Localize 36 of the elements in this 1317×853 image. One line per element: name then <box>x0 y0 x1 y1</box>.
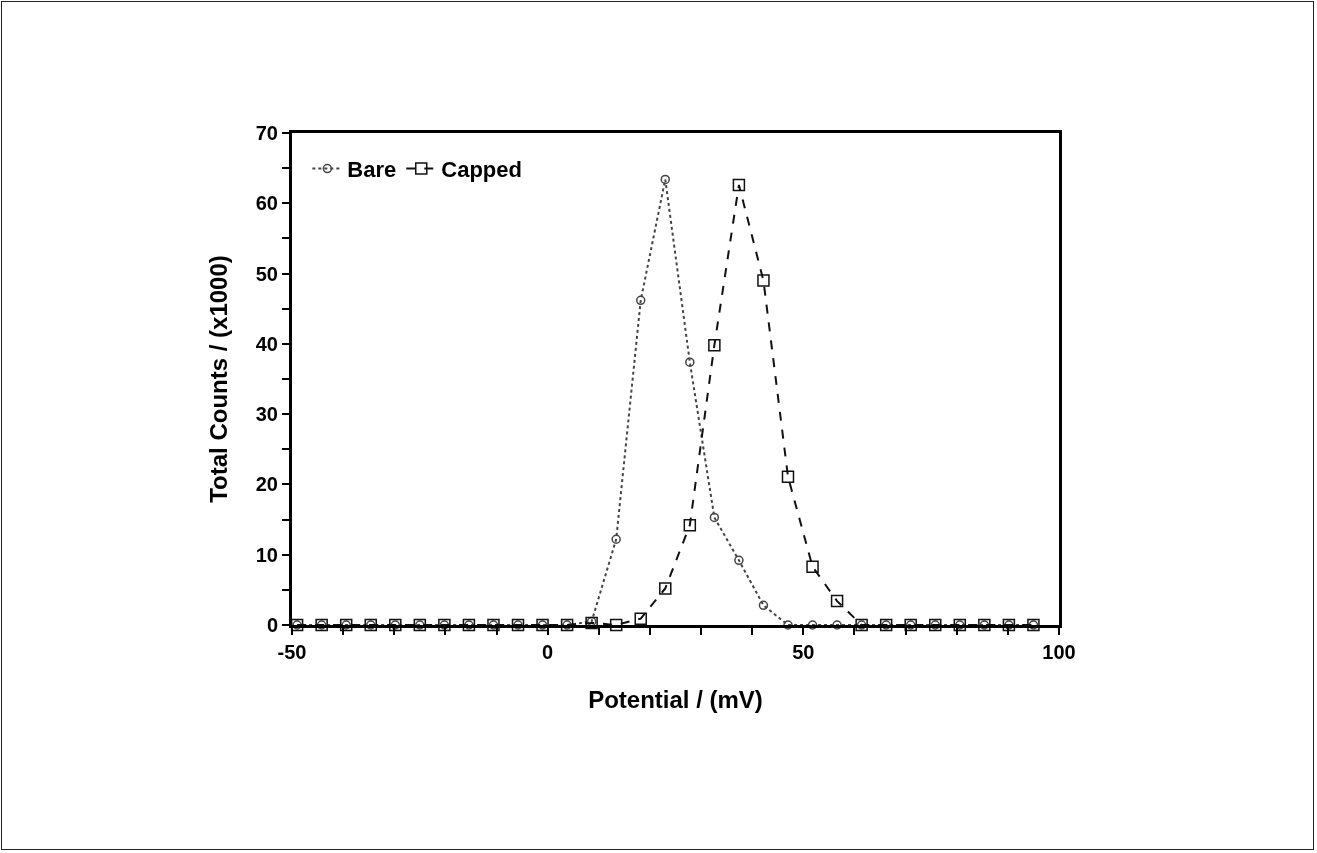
point <box>660 174 671 185</box>
y-tick-label: 0 <box>266 614 278 636</box>
point <box>783 620 793 630</box>
point <box>758 600 769 611</box>
y-tick-label: 40 <box>255 332 278 355</box>
point <box>757 274 770 287</box>
y-tick-label: 30 <box>255 403 278 426</box>
y-tick-label: 60 <box>255 192 278 215</box>
point <box>609 618 623 632</box>
y-axis-title: Total Counts / (x1000) <box>204 255 232 503</box>
point <box>659 582 672 595</box>
point <box>734 555 744 566</box>
point <box>732 178 746 192</box>
point <box>807 620 818 630</box>
point <box>830 594 844 608</box>
y-tick-label: 50 <box>255 262 278 285</box>
point <box>611 534 621 544</box>
x-tick-label: 100 <box>1042 641 1076 663</box>
y-tick-label: 10 <box>255 543 278 566</box>
point <box>685 357 695 367</box>
point <box>683 518 697 532</box>
point <box>832 620 842 630</box>
point <box>781 470 795 483</box>
point <box>635 295 646 306</box>
y-tick-label: 70 <box>255 122 278 144</box>
x-tick-label: -50 <box>277 641 307 663</box>
point <box>709 512 720 523</box>
y-tick-label: 20 <box>255 473 278 496</box>
point <box>634 612 647 625</box>
legend-label: Bare <box>347 157 397 183</box>
point <box>806 560 819 573</box>
x-axis-title: Potential / (mV) <box>588 686 763 714</box>
point <box>708 339 721 352</box>
x-tick-label: 50 <box>792 641 815 663</box>
x-tick-label: 0 <box>542 641 554 663</box>
legend-label: Capped <box>441 157 522 183</box>
